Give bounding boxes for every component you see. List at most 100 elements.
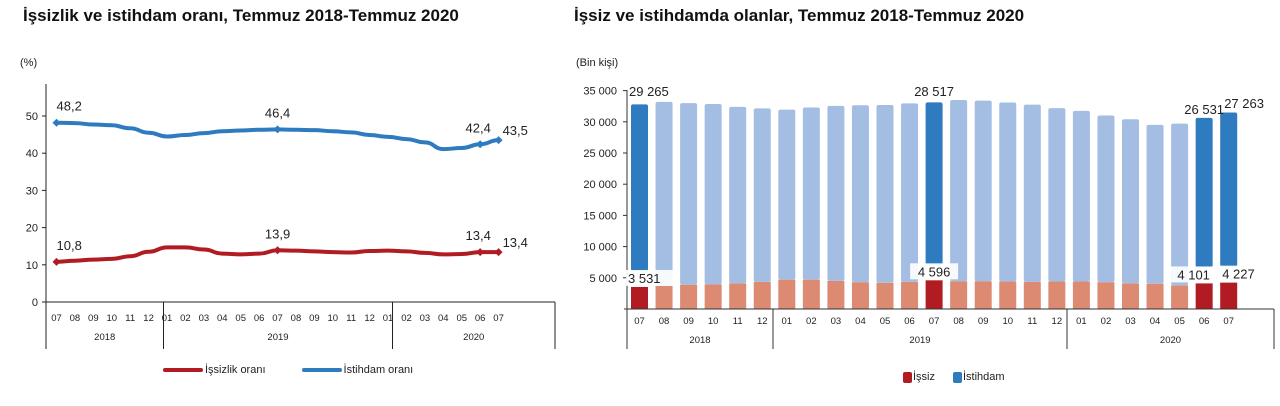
x-tick-label: 09 [309, 313, 320, 324]
bar-unemployed [851, 282, 869, 309]
x-tick-label: 02 [806, 316, 817, 327]
left-chart-unit: (%) [20, 57, 38, 69]
y-tick-label: 10 000 [583, 242, 617, 254]
x-tick-label: 03 [831, 316, 842, 327]
data-label: 28 517 [914, 84, 954, 99]
bar-employed [680, 103, 698, 285]
bar-employed [1072, 110, 1090, 282]
y-tick-label: 10 [26, 260, 38, 272]
bar-unemployed [631, 286, 648, 309]
x-tick-label: 06 [904, 316, 915, 327]
legend-label: İşsiz [913, 371, 935, 383]
data-label: 29 265 [629, 84, 669, 99]
bar-employed [1171, 123, 1189, 286]
bar-employed [1146, 124, 1164, 284]
bar-employed [1195, 117, 1213, 268]
data-label: 43,5 [503, 123, 528, 138]
x-tick-label: 11 [346, 313, 356, 324]
data-label: 42,4 [466, 120, 491, 135]
y-tick-label: 5 000 [589, 273, 617, 285]
bar-employed [999, 102, 1017, 282]
data-label: 10,8 [57, 238, 82, 253]
x-tick-label: 10 [328, 313, 339, 324]
y-tick-label: 30 [26, 185, 38, 197]
x-tick-label: 01 [782, 316, 793, 327]
data-label: 4 101 [1177, 267, 1210, 282]
bar-unemployed [778, 279, 796, 309]
diamond-marker-icon [52, 118, 61, 127]
bar-unemployed [802, 279, 820, 309]
x-tick-label: 06 [475, 313, 486, 324]
x-tick-label: 01 [1076, 316, 1087, 327]
legend-box-blue-icon [953, 371, 962, 383]
bar-unemployed [901, 281, 919, 309]
legend-label: İşsizlik oranı [205, 364, 266, 376]
bar-employed [778, 109, 796, 280]
bar-employed [851, 105, 869, 283]
x-tick-label: 10 [1002, 316, 1013, 327]
x-tick-label: 12 [757, 316, 768, 327]
x-tick-label: 07 [272, 313, 283, 324]
legend-label: İstihdam [963, 371, 1005, 383]
bar-employed [925, 102, 943, 265]
bar-unemployed [753, 281, 771, 309]
diamond-marker-icon [52, 257, 61, 266]
bar-unemployed [876, 282, 894, 309]
y-tick-label: 15 000 [583, 210, 617, 222]
y-tick-label: 20 [26, 223, 38, 235]
data-label: 3 531 [628, 271, 661, 286]
bar-employed [802, 107, 820, 280]
year-label: 2018 [689, 335, 710, 346]
bar-unemployed [1072, 281, 1090, 309]
x-tick-label: 09 [683, 316, 694, 327]
legend-item-unemployment-rate: İşsizlik oranı [163, 364, 266, 376]
legend-box-red-icon [903, 371, 912, 383]
x-tick-label: 07 [493, 313, 504, 324]
legend-item-unemployed: İşsiz [903, 371, 935, 383]
bar-employed [1220, 112, 1238, 267]
x-tick-label: 04 [438, 313, 449, 324]
bar-employed [631, 104, 648, 271]
bar-employed [950, 99, 968, 282]
x-tick-label: 10 [708, 316, 719, 327]
year-label: 2020 [1160, 335, 1181, 346]
diamond-marker-icon [273, 125, 282, 134]
right-chart-unit: (Bin kişi) [576, 57, 619, 69]
right-legend: İşsiz İstihdam [903, 371, 1005, 383]
x-tick-label: 06 [1199, 316, 1210, 327]
x-tick-label: 08 [70, 313, 81, 324]
x-tick-label: 01 [162, 313, 173, 324]
x-tick-label: 05 [235, 313, 246, 324]
bar-unemployed [1146, 283, 1164, 309]
bar-unemployed [729, 283, 747, 309]
right-chart-title: İşsiz ve istihdamda olanlar, Temmuz 2018… [574, 6, 1025, 25]
x-tick-label: 03 [420, 313, 431, 324]
x-tick-label: 03 [1125, 316, 1136, 327]
data-label: 13,4 [466, 228, 491, 243]
x-tick-label: 11 [733, 316, 743, 327]
bar-unemployed [1220, 282, 1238, 309]
diamond-marker-icon [476, 248, 485, 257]
x-tick-label: 02 [1101, 316, 1112, 327]
bar-unemployed [1023, 281, 1041, 309]
bar-unemployed [655, 285, 673, 309]
bar-employed [876, 104, 894, 283]
bar-unemployed [999, 281, 1017, 309]
x-tick-label: 02 [180, 313, 191, 324]
data-label: 4 227 [1222, 267, 1255, 282]
bar-employed [753, 108, 771, 282]
x-tick-label: 03 [199, 313, 210, 324]
left-legend: İşsizlik oranı İstihdam oranı [163, 364, 413, 376]
year-label: 2019 [909, 335, 930, 346]
data-label: 13,9 [265, 226, 290, 241]
legend-line-blue-icon [301, 368, 342, 372]
bar-unemployed [1122, 283, 1139, 309]
diamond-marker-icon [494, 248, 503, 257]
year-label: 2019 [267, 332, 288, 343]
x-tick-label: 05 [456, 313, 467, 324]
diamond-marker-icon [476, 140, 485, 149]
data-label: 13,4 [503, 235, 528, 250]
diamond-marker-icon [273, 246, 282, 255]
x-tick-label: 04 [1150, 316, 1161, 327]
